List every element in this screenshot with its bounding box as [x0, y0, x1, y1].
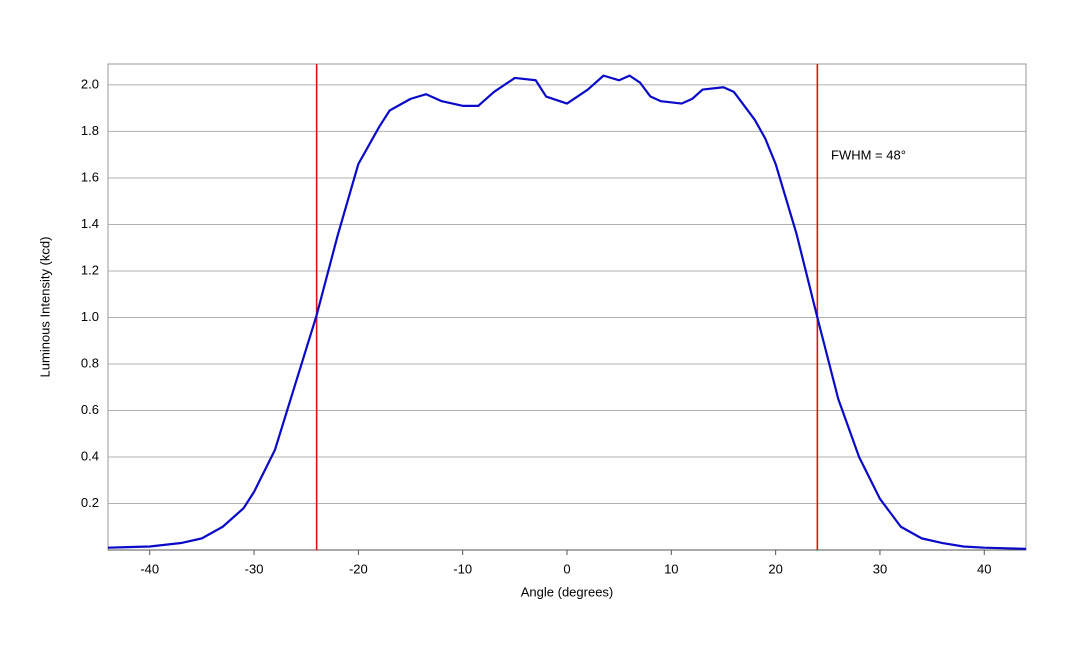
y-tick-label: 1.2 [81, 262, 99, 277]
x-tick-label: -20 [349, 561, 368, 576]
x-tick-label: 30 [873, 561, 887, 576]
y-tick-label: 1.6 [81, 169, 99, 184]
y-tick-label: 1.4 [81, 216, 99, 231]
y-tick-label: 2.0 [81, 76, 99, 91]
x-tick-label: -40 [140, 561, 159, 576]
annotation: FWHM = 48° [831, 147, 906, 162]
plot-border [107, 63, 1027, 551]
y-tick-label: 0.2 [81, 495, 99, 510]
x-tick-label: 40 [977, 561, 991, 576]
x-tick-label: -30 [245, 561, 264, 576]
y-tick-label: 0.4 [81, 448, 99, 463]
y-tick-label: 0.8 [81, 355, 99, 370]
intensity-curve [107, 74, 1027, 550]
x-axis-label: Angle (degrees) [521, 584, 614, 599]
x-tick-label: -10 [453, 561, 472, 576]
y-axis-label: Luminous Intensity (kcd) [37, 237, 52, 378]
y-tick-label: 1.8 [81, 123, 99, 138]
y-tick-label: 1.0 [81, 309, 99, 324]
x-tick-label: 0 [563, 561, 570, 576]
x-tick-label: 10 [664, 561, 678, 576]
x-tick-label: 20 [768, 561, 782, 576]
y-tick-label: 0.6 [81, 402, 99, 417]
